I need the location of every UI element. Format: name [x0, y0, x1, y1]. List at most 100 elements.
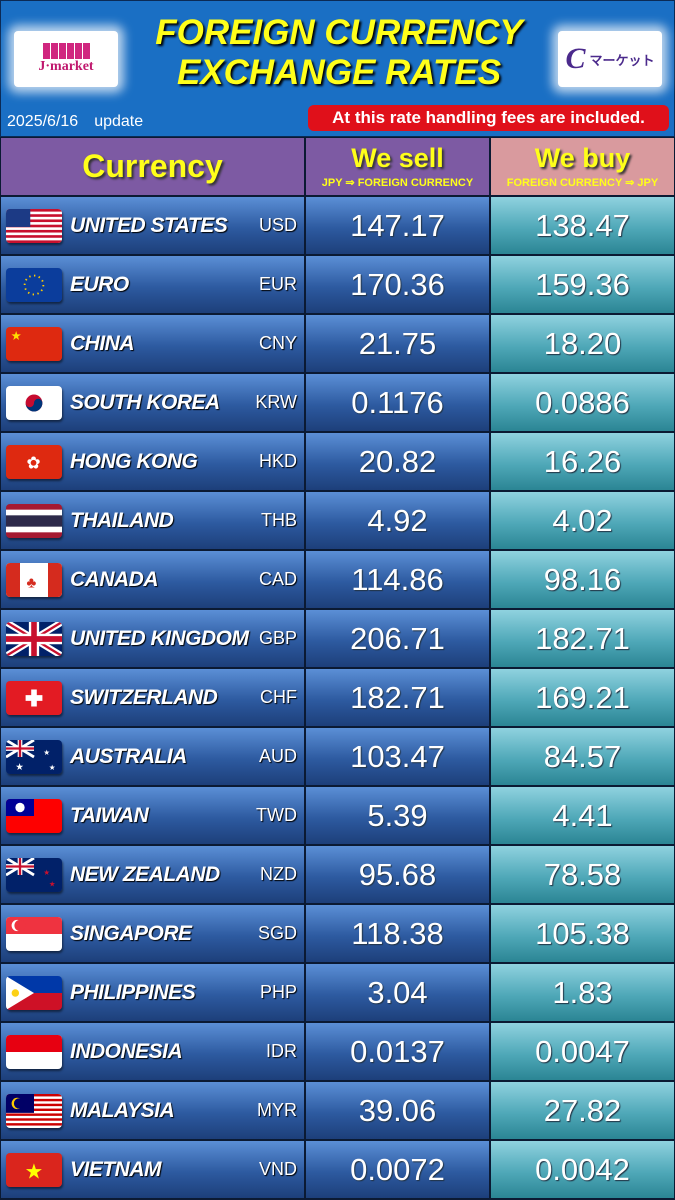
buy-rate: 98.16 — [543, 562, 622, 597]
country-name: HONG KONG — [70, 450, 198, 473]
svg-text:★: ★ — [25, 1160, 43, 1183]
svg-text:★: ★ — [43, 868, 50, 877]
sell-rate: 206.71 — [350, 621, 445, 656]
buy-rate: 4.02 — [552, 503, 613, 538]
buy-rate: 138.47 — [535, 208, 630, 243]
buy-rate-cell: 78.58 — [490, 845, 675, 904]
sell-rate-cell: 170.36 — [305, 255, 490, 314]
id-flag-icon — [6, 1035, 62, 1069]
currency-code: MYR — [257, 1100, 297, 1120]
currency-code: CNY — [258, 333, 297, 353]
table-row: ✿ HONG KONG HKD 20.82 16.26 — [0, 432, 675, 491]
buy-rate: 1.83 — [552, 975, 613, 1010]
currency-code: KRW — [255, 392, 297, 412]
currency-code: HKD — [258, 451, 297, 471]
sell-rate-cell: 206.71 — [305, 609, 490, 668]
currency-code: THB — [261, 510, 297, 530]
page-title: FOREIGN CURRENCY EXCHANGE RATES — [155, 13, 523, 92]
currency-cell: UNITED KINGDOM GBP — [0, 609, 305, 668]
currency-cell: THAILAND THB — [0, 491, 305, 550]
svg-text:★: ★ — [49, 763, 56, 772]
buy-rate-cell: 98.16 — [490, 550, 675, 609]
vn-flag-icon: ★ — [6, 1153, 62, 1187]
cn-flag-icon: ★ — [6, 327, 62, 361]
th-flag-icon — [6, 504, 62, 538]
column-header-currency: Currency — [0, 137, 305, 196]
currency-cell: UNITED STATES USD — [0, 196, 305, 255]
sell-rate: 0.0072 — [350, 1152, 445, 1187]
currency-cell: ♣ CANADA CAD — [0, 550, 305, 609]
au-flag-icon: ★ ★ ★ — [6, 740, 62, 774]
sell-rate-cell: 20.82 — [305, 432, 490, 491]
sell-rate: 118.38 — [351, 916, 444, 951]
sell-rate-cell: 0.0137 — [305, 1022, 490, 1081]
country-name: NEW ZEALAND — [70, 863, 220, 886]
country-name: MALAYSIA — [70, 1099, 175, 1122]
sell-rate: 103.47 — [350, 739, 445, 774]
ph-flag-icon — [6, 976, 62, 1010]
currency-code: IDR — [266, 1041, 297, 1061]
currency-cell: ★ ★ NEW ZEALAND NZD — [0, 845, 305, 904]
sell-rate: 170.36 — [350, 267, 445, 302]
sell-rate-cell: 95.68 — [305, 845, 490, 904]
buy-rate: 0.0047 — [535, 1034, 630, 1069]
column-header-sell: We sell JPY ⇒ FOREIGN CURRENCY — [305, 137, 490, 196]
currency-cell: EURO EUR — [0, 255, 305, 314]
sell-rate: 4.92 — [367, 503, 428, 538]
svg-text:★: ★ — [11, 329, 22, 343]
svg-text:★: ★ — [49, 879, 56, 888]
sell-rate: 5.39 — [367, 798, 428, 833]
table-row: UNITED STATES USD 147.17 138.47 — [0, 196, 675, 255]
table-row: UNITED KINGDOM GBP 206.71 182.71 — [0, 609, 675, 668]
header-banner: J·market FOREIGN CURRENCY EXCHANGE RATES… — [0, 0, 675, 137]
ch-flag-icon — [6, 681, 62, 715]
svg-text:★: ★ — [15, 762, 23, 772]
buy-rate-cell: 182.71 — [490, 609, 675, 668]
currency-market-logo: C マーケット — [558, 31, 662, 87]
currency-cell: SOUTH KOREA KRW — [0, 373, 305, 432]
rates-table: UNITED STATES USD 147.17 138.47 EURO EUR… — [0, 196, 675, 1199]
my-flag-icon — [6, 1094, 62, 1128]
buy-rate-cell: 27.82 — [490, 1081, 675, 1140]
table-row: PHILIPPINES PHP 3.04 1.83 — [0, 963, 675, 1022]
tw-flag-icon — [6, 799, 62, 833]
currency-code: EUR — [258, 274, 297, 294]
table-row: TAIWAN TWD 5.39 4.41 — [0, 786, 675, 845]
country-name: SOUTH KOREA — [70, 391, 220, 414]
svg-text:★: ★ — [43, 748, 50, 757]
country-name: TAIWAN — [70, 804, 149, 827]
sell-rate-cell: 0.1176 — [305, 373, 490, 432]
buy-rate: 159.36 — [535, 267, 630, 302]
buy-rate-cell: 16.26 — [490, 432, 675, 491]
sell-rate-cell: 39.06 — [305, 1081, 490, 1140]
currency-cell: PHILIPPINES PHP — [0, 963, 305, 1022]
buy-rate-cell: 18.20 — [490, 314, 675, 373]
currency-code: PHP — [259, 982, 297, 1002]
sell-rate: 147.17 — [350, 208, 445, 243]
table-row: ★ VIETNAM VND 0.0072 0.0042 — [0, 1140, 675, 1199]
country-name: THAILAND — [70, 509, 174, 532]
currency-code: CHF — [260, 687, 297, 707]
table-row: SOUTH KOREA KRW 0.1176 0.0886 — [0, 373, 675, 432]
currency-cell: MALAYSIA MYR — [0, 1081, 305, 1140]
sell-rate-cell: 4.92 — [305, 491, 490, 550]
buy-rate-cell: 4.02 — [490, 491, 675, 550]
buy-rate-cell: 0.0042 — [490, 1140, 675, 1199]
buy-rate: 84.57 — [543, 739, 622, 774]
nz-flag-icon: ★ ★ — [6, 858, 62, 892]
sell-rate: 39.06 — [358, 1093, 437, 1128]
table-row: ★ CHINA CNY 21.75 18.20 — [0, 314, 675, 373]
country-name: UNITED STATES — [70, 214, 228, 237]
buy-rate: 105.38 — [535, 916, 630, 951]
update-date: 2025/6/16 update — [7, 113, 144, 130]
sell-rate: 3.04 — [367, 975, 428, 1010]
table-row: MALAYSIA MYR 39.06 27.82 — [0, 1081, 675, 1140]
table-row: SINGAPORE SGD 118.38 105.38 — [0, 904, 675, 963]
country-name: CHINA — [70, 332, 135, 355]
buy-rate: 16.26 — [543, 444, 622, 479]
country-name: SINGAPORE — [70, 922, 192, 945]
currency-code: NZD — [260, 864, 297, 884]
sell-rate: 0.1176 — [351, 385, 444, 420]
sell-rate-cell: 118.38 — [305, 904, 490, 963]
table-row: INDONESIA IDR 0.0137 0.0047 — [0, 1022, 675, 1081]
